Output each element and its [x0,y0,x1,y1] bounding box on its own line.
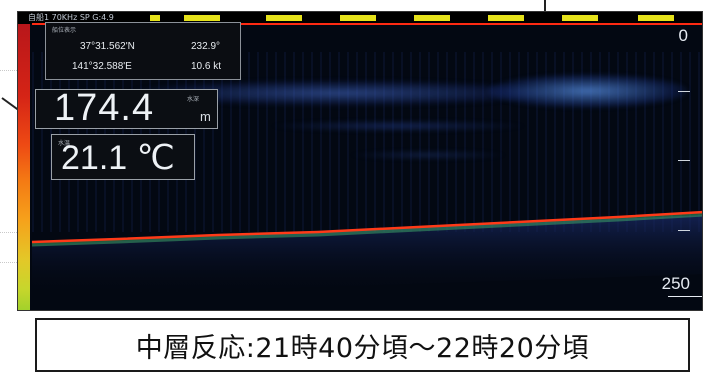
time-marker [562,15,598,21]
depth-readout[interactable]: 水深 174.4 m [35,87,218,129]
caption-box: 中層反応:21時40分頃〜22時20分頃 [35,318,690,372]
gain-indicator [150,15,160,21]
scattered-echo [268,120,528,132]
status-bar: 自船1 70KHz SP G:4.9 [18,12,702,24]
range-bottom-label: 250 [661,274,690,293]
speed-value: 10.6 kt [191,61,222,72]
range-top-label: 0 [678,26,688,45]
depth-tick [678,230,690,231]
water-temperature-readout[interactable]: 水温 21.1 ℃ [51,134,195,180]
status-text: 自船1 70KHz SP G:4.9 [28,13,114,22]
navigation-header: 船位表示 [52,27,77,34]
depth-tick [678,160,690,161]
depth-value: 174.4 [54,87,155,129]
pointer-tick [544,0,546,12]
color-scale-bar [18,24,30,310]
guide-line-mid [0,232,17,233]
guide-line-bottom [0,262,17,263]
range-underline [668,296,702,297]
time-marker [414,15,450,21]
seabed-trace [31,210,702,297]
time-marker [488,15,524,21]
depth-unit: m [200,109,211,124]
temperature-value: 21.1 ℃ [61,139,175,177]
depth-icon-label: 水深 [187,96,200,103]
latitude-value: 37°31.562'N [80,41,135,52]
midwater-echo-cluster [488,74,688,108]
heading-value: 232.9° [191,41,221,52]
longitude-value: 141°32.588'E [72,61,132,72]
time-marker [184,15,220,21]
echo-sounder-screen[interactable]: 自船1 70KHz SP G:4.9 0 250 船位表示 37°31.562'… [17,11,703,311]
time-marker [340,15,376,21]
temperature-label: 水温 [58,140,71,147]
navigation-panel[interactable]: 船位表示 37°31.562'N 232.9° 141°32.588'E 10.… [45,22,241,80]
depth-tick [678,91,690,92]
scattered-echo [348,150,508,160]
surface-line [32,23,702,25]
time-marker [638,15,674,21]
guide-line-top [0,70,17,71]
time-marker [266,15,302,21]
